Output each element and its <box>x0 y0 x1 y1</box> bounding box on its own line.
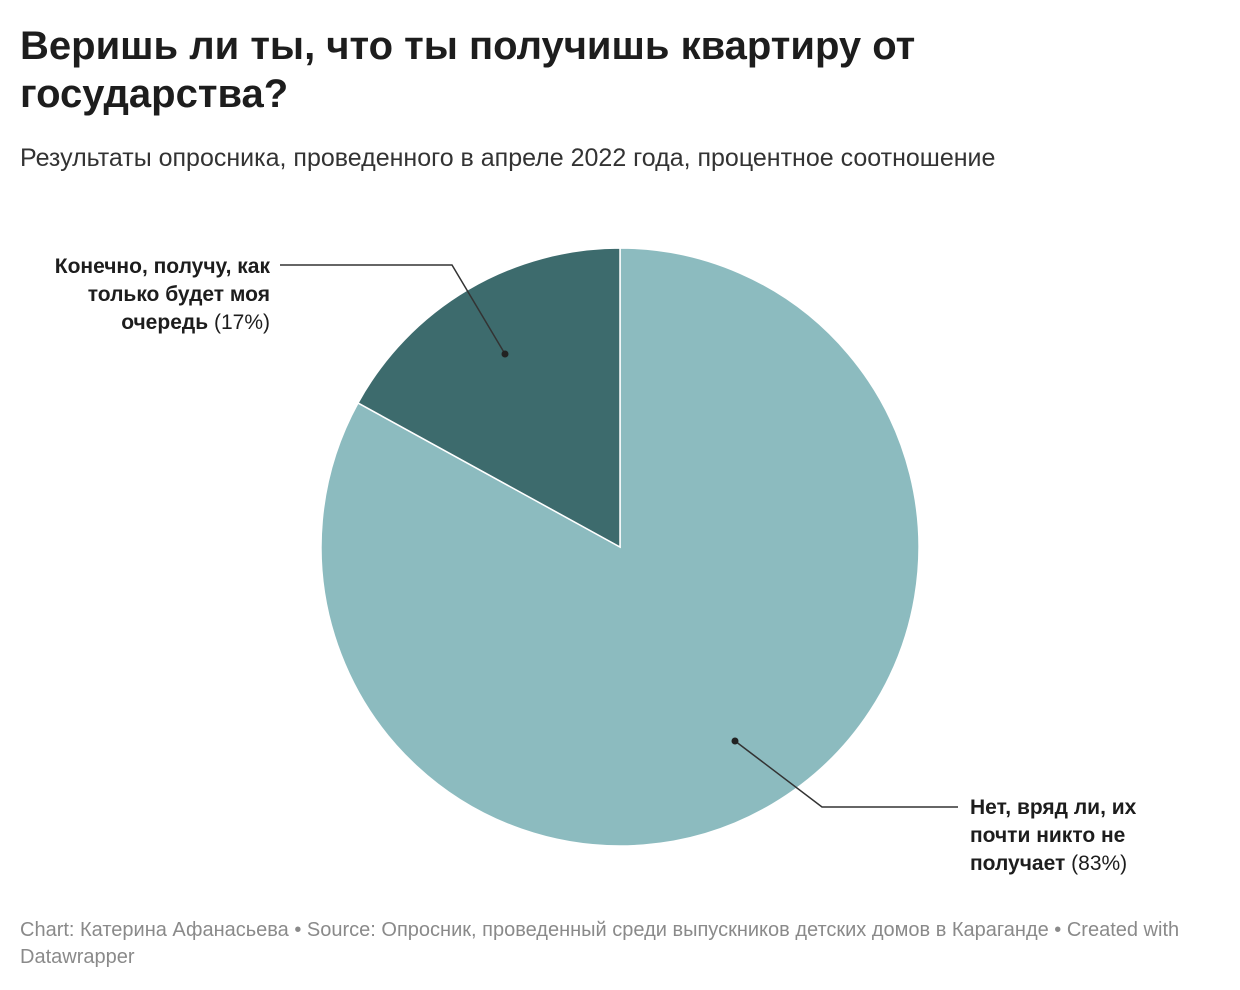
footer: Chart: Катерина Афанасьева • Source: Опр… <box>20 919 1180 968</box>
value-label: (83%) <box>1071 852 1128 875</box>
value-label: (17%) <box>213 311 270 334</box>
category-label: Конечно, получу, как только будет моя оч… <box>54 255 270 334</box>
pie <box>320 247 920 847</box>
slice-label: Конечно, получу, как только будет моя оч… <box>10 253 270 337</box>
leader-line <box>734 740 958 808</box>
leader-dot <box>731 737 739 745</box>
chart-title: Веришь ли ты, что ты получишь квартиру о… <box>20 24 916 116</box>
chart-subtitle: Результаты опросника, проведенного в апр… <box>20 144 996 172</box>
slice-label: Нет, вряд ли, их почти никто не получает… <box>970 794 1180 878</box>
pie-slice <box>356 247 621 549</box>
leader-dot <box>501 350 509 358</box>
leader-line <box>280 264 506 355</box>
category-label: Нет, вряд ли, их почти никто не получает <box>970 796 1137 875</box>
